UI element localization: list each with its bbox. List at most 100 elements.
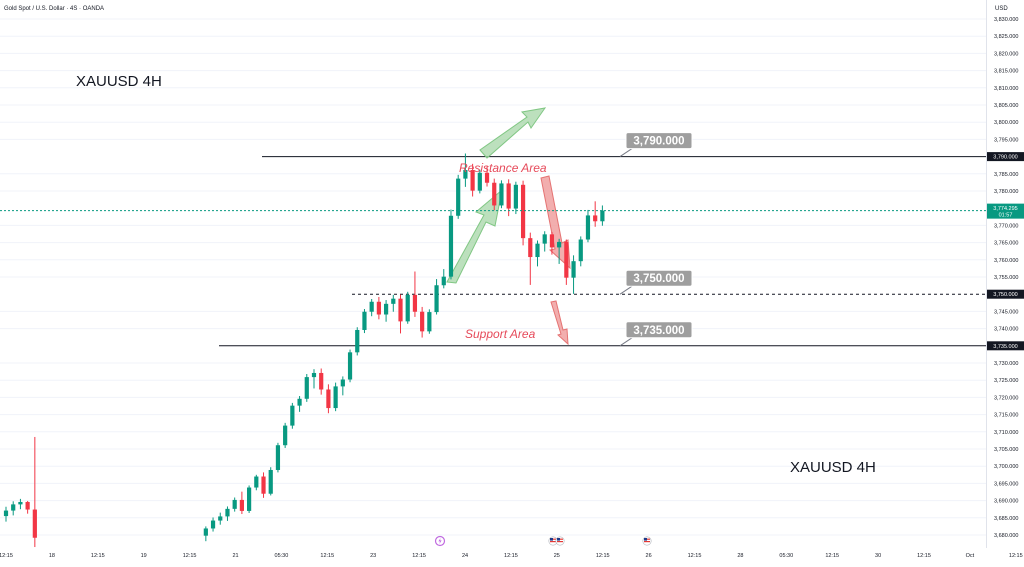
candle[interactable]	[578, 236, 583, 267]
candle-body	[319, 372, 324, 390]
candles[interactable]	[3, 153, 605, 548]
candle[interactable]	[571, 255, 576, 294]
candle[interactable]	[304, 374, 309, 402]
candle[interactable]	[11, 501, 16, 516]
candle[interactable]	[499, 180, 504, 209]
candle-body	[383, 303, 389, 315]
time-axis[interactable]: 12:15 18 12:15 19 12:15 21 05:30 12:15 23 12:15 24…	[0, 548, 1024, 562]
candle[interactable]	[347, 349, 353, 383]
candle[interactable]	[311, 369, 317, 389]
candle-body	[304, 377, 309, 399]
candle-body	[398, 298, 403, 322]
candle[interactable]	[557, 238, 562, 264]
candle[interactable]	[254, 474, 259, 491]
candle[interactable]	[232, 497, 237, 512]
candle[interactable]	[283, 422, 288, 448]
price-tick-label: 3,755.000	[994, 275, 1018, 281]
candle[interactable]	[362, 308, 367, 334]
candle[interactable]	[398, 294, 403, 334]
candle[interactable]	[355, 327, 360, 356]
candle[interactable]	[484, 166, 490, 187]
candle[interactable]	[420, 306, 425, 338]
candle[interactable]	[247, 485, 252, 513]
time-tick-label: 18	[49, 553, 55, 559]
candle[interactable]	[456, 174, 461, 219]
price-axis-ticks: 3,830.000 3,825.000 3,820.000 3,815.000 3,81…	[994, 17, 1018, 539]
price-tick-label: 3,800.000	[994, 120, 1018, 126]
candle[interactable]	[391, 294, 396, 312]
candle[interactable]	[268, 467, 273, 496]
candle[interactable]	[225, 506, 230, 521]
candle[interactable]	[405, 291, 410, 324]
candle[interactable]	[326, 384, 331, 414]
candle[interactable]	[463, 153, 468, 187]
candle-body	[441, 276, 446, 286]
price-tick-label: 3,740.000	[994, 327, 1018, 333]
time-tick-label: 23	[370, 553, 376, 559]
time-axis-ticks: 12:15 18 12:15 19 12:15 21 05:30 12:15 23 12:15 24…	[0, 553, 1023, 559]
candle[interactable]	[412, 271, 418, 317]
candle[interactable]	[297, 396, 302, 412]
arrows	[446, 107, 571, 346]
candle-body	[520, 184, 526, 239]
axis-tag-label-resistance: 3,790.000	[993, 155, 1017, 161]
price-tick-label: 3,685.000	[994, 516, 1018, 522]
candle-body	[3, 510, 9, 517]
candle[interactable]	[448, 209, 454, 280]
candle[interactable]	[340, 376, 345, 396]
candle[interactable]	[542, 231, 547, 252]
candle-body	[347, 352, 353, 380]
candle[interactable]	[564, 239, 569, 285]
candle-body	[261, 476, 266, 494]
candle[interactable]	[32, 436, 37, 548]
time-tick-label: 05:30	[275, 553, 289, 559]
candle[interactable]	[218, 512, 223, 525]
candle[interactable]	[319, 368, 324, 395]
candle[interactable]	[520, 180, 526, 246]
candle[interactable]	[25, 500, 30, 514]
candle[interactable]	[492, 178, 497, 211]
candle[interactable]	[210, 517, 216, 532]
candle-body	[203, 528, 208, 536]
current-price-countdown: 01:57	[999, 213, 1013, 219]
candle[interactable]	[427, 309, 432, 334]
candle[interactable]	[593, 201, 598, 227]
candle-body	[434, 285, 439, 313]
candle[interactable]	[203, 526, 208, 542]
candle[interactable]	[290, 402, 295, 429]
candle[interactable]	[535, 240, 540, 267]
time-tick-label: 12:15	[917, 553, 931, 559]
candle[interactable]	[239, 491, 244, 515]
candle[interactable]	[600, 205, 605, 226]
candle-body	[275, 445, 281, 470]
candle[interactable]	[528, 232, 533, 285]
candle[interactable]	[549, 231, 555, 255]
candle[interactable]	[3, 506, 9, 522]
price-tick-label: 3,690.000	[994, 499, 1018, 505]
candle[interactable]	[333, 382, 338, 412]
price-tick-label: 3,780.000	[994, 189, 1018, 195]
candle-body	[225, 508, 230, 517]
candle[interactable]	[506, 179, 511, 217]
price-tick-label: 3,680.000	[994, 533, 1018, 539]
candle[interactable]	[477, 169, 482, 194]
candle[interactable]	[275, 442, 281, 473]
candle[interactable]	[376, 296, 381, 320]
candle[interactable]	[585, 209, 591, 243]
candle[interactable]	[441, 269, 446, 289]
candle[interactable]	[470, 163, 475, 197]
price-tick-label: 3,705.000	[994, 447, 1018, 453]
candle[interactable]	[18, 498, 23, 510]
candle[interactable]	[383, 300, 389, 322]
candle[interactable]	[513, 181, 518, 215]
candle[interactable]	[369, 299, 374, 317]
callout-label-support: 3,735.000	[633, 325, 684, 337]
price-axis[interactable]: USD 3,830.000 3,825.000 3,820.000 3,815.000…	[986, 0, 1024, 548]
plot-area[interactable]	[0, 0, 986, 548]
price-tick-label: 3,770.000	[994, 223, 1018, 229]
price-tick-label: 3,710.000	[994, 430, 1018, 436]
candle[interactable]	[261, 472, 266, 498]
candle[interactable]	[434, 279, 439, 315]
